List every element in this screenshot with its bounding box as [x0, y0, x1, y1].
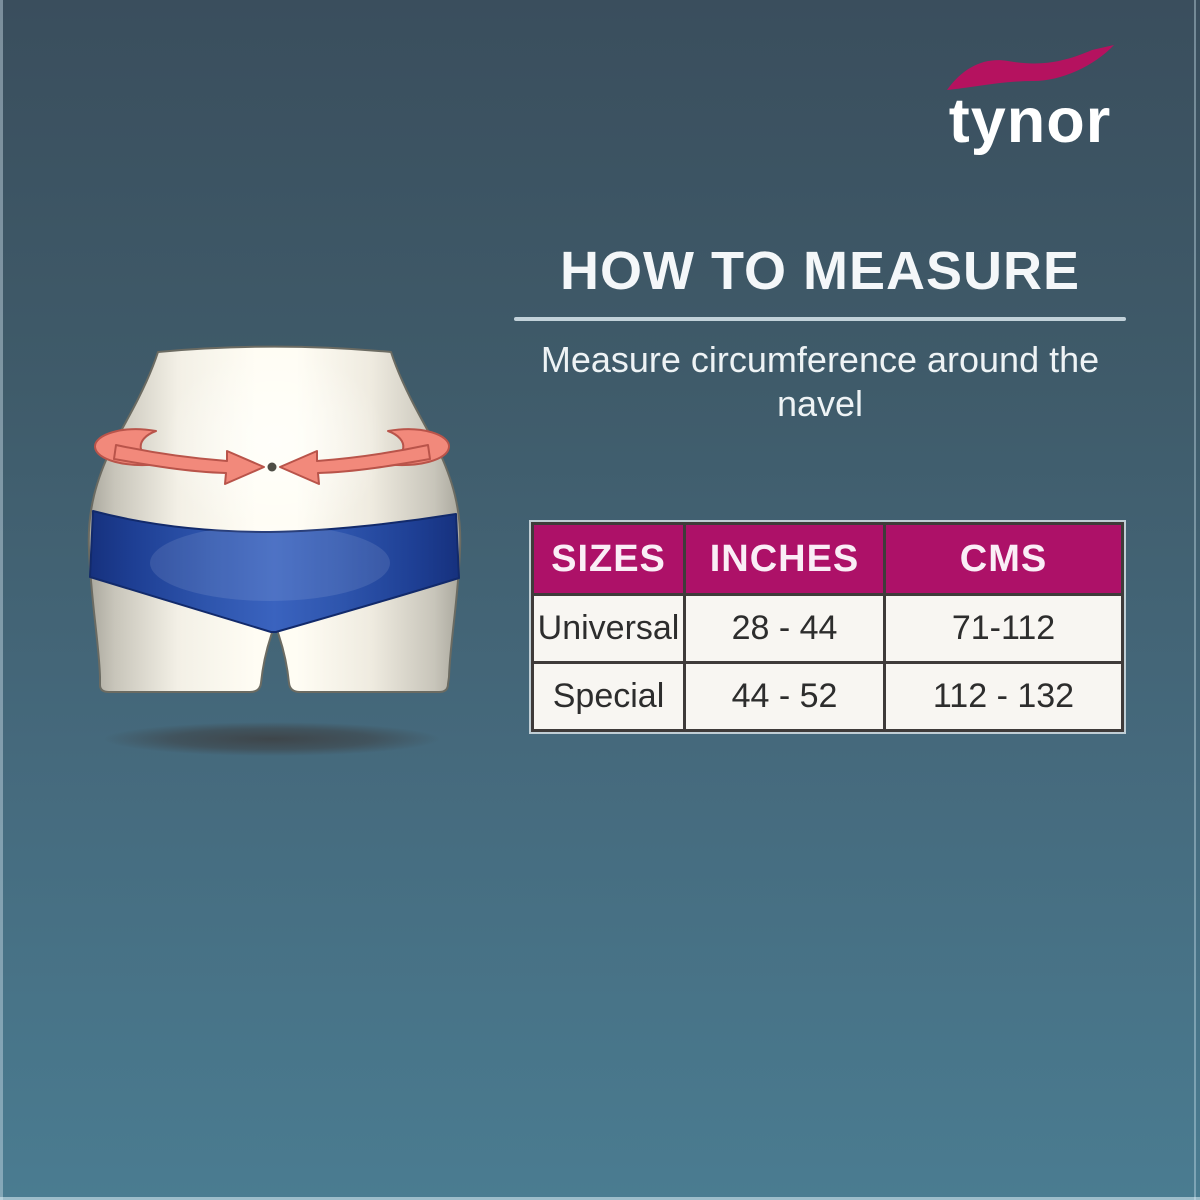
measuring-arrows-icon	[94, 428, 450, 485]
cell-size: Universal	[531, 593, 686, 664]
cell-cms: 112 - 132	[883, 661, 1124, 732]
header-cms: CMS	[883, 522, 1124, 596]
arrow-left	[113, 444, 265, 485]
header-inches: INCHES	[683, 522, 886, 596]
title-divider	[514, 317, 1126, 321]
table-row: Special 44 - 52 112 - 132	[531, 661, 1124, 732]
bottom-edge-line	[0, 1197, 1200, 1200]
header-sizes: SIZES	[531, 522, 686, 596]
size-chart-table: SIZES INCHES CMS Universal 28 - 44 71-11…	[531, 522, 1124, 732]
right-edge-line	[1194, 0, 1196, 1200]
cell-inches: 44 - 52	[683, 661, 886, 732]
belly-highlight	[163, 347, 387, 539]
section-title: HOW TO MEASURE	[559, 241, 1080, 301]
cell-size: Special	[531, 661, 686, 732]
brand-wordmark: tynor	[948, 86, 1112, 156]
brand-logo: tynor	[928, 44, 1132, 153]
section-subtitle: Measure circumference around the navel	[540, 339, 1100, 424]
table-header-row: SIZES INCHES CMS	[531, 522, 1124, 596]
swoosh-shape	[947, 45, 1114, 90]
brand-swoosh-icon	[947, 45, 1114, 90]
cell-inches: 28 - 44	[683, 593, 886, 664]
figure-shadow	[104, 722, 440, 756]
left-edge-line	[0, 0, 3, 1200]
briefs-highlight	[150, 525, 390, 601]
briefs	[89, 510, 460, 633]
measure-section: HOW TO MEASURE Measure circumference aro…	[488, 240, 1152, 426]
table-row: Universal 28 - 44 71-112	[531, 593, 1124, 664]
navel-dot	[267, 462, 277, 472]
cell-cms: 71-112	[883, 593, 1124, 664]
arrow-right	[279, 444, 431, 485]
torso-illustration	[87, 345, 462, 756]
